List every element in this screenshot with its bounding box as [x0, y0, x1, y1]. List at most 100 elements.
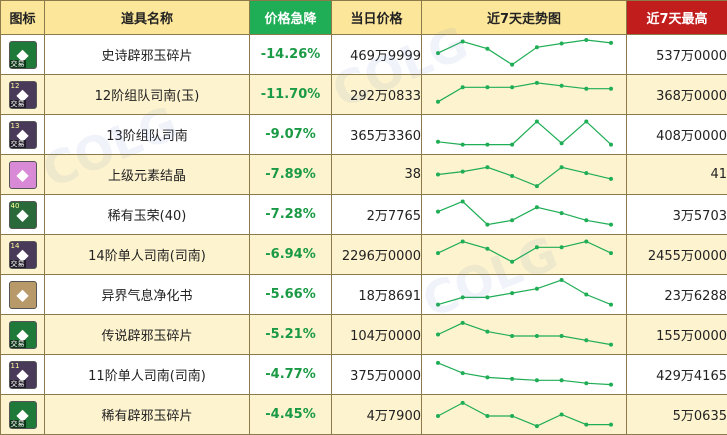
price-drop-value: -5.66%	[250, 275, 332, 315]
jade-glory-icon: ◆40	[9, 201, 37, 229]
item-name[interactable]: 稀有辟邪玉碎片	[45, 395, 250, 435]
trend-point	[609, 251, 613, 255]
trend-point	[510, 85, 514, 89]
trend-point	[510, 63, 514, 67]
seven-day-max-value: 3万5703	[627, 195, 727, 235]
trend-point	[609, 343, 613, 347]
item-name[interactable]: 史诗辟邪玉碎片	[45, 35, 250, 75]
trend-point	[609, 223, 613, 227]
trade-badge: 交易	[10, 420, 26, 428]
trend-chart-cell	[422, 235, 627, 275]
trend-point	[584, 87, 588, 91]
trend-point	[535, 81, 539, 85]
trend-point	[560, 42, 564, 46]
trend-point	[485, 47, 489, 51]
trend-point	[510, 377, 514, 381]
trend-chart-cell	[422, 315, 627, 355]
trend-sparkline	[422, 275, 627, 314]
trend-sparkline	[422, 355, 627, 394]
daily-price-value: 104万0000	[332, 315, 422, 355]
trend-point	[461, 371, 465, 375]
item-name[interactable]: 14阶单人司南(司南)	[45, 235, 250, 275]
item-name[interactable]: 上级元素结晶	[45, 155, 250, 195]
trend-point	[560, 413, 564, 417]
trend-point	[485, 295, 489, 299]
trend-point	[510, 291, 514, 295]
trend-point	[560, 211, 564, 215]
trend-point	[485, 375, 489, 379]
seven-day-max-value: 2455万0000	[627, 235, 727, 275]
trend-point	[584, 423, 588, 427]
trend-chart-cell	[422, 195, 627, 235]
item-name[interactable]: 12阶组队司南(玉)	[45, 75, 250, 115]
trend-point	[436, 333, 440, 337]
trend-point	[510, 218, 514, 222]
trend-point	[560, 245, 564, 249]
item-name[interactable]: 稀有玉荣(40)	[45, 195, 250, 235]
trend-sparkline	[422, 395, 627, 434]
header-item-name: 道具名称	[45, 1, 250, 35]
trend-sparkline	[422, 195, 627, 234]
header-daily-price: 当日价格	[332, 1, 422, 35]
trend-point	[560, 141, 564, 145]
trend-sparkline	[422, 235, 627, 274]
trend-point	[584, 120, 588, 124]
trend-line	[438, 242, 611, 262]
trend-point	[535, 205, 539, 209]
trend-point	[560, 278, 564, 282]
trend-point	[609, 423, 613, 427]
trend-point	[584, 218, 588, 222]
trend-chart-cell	[422, 155, 627, 195]
trend-point	[535, 184, 539, 188]
purification-book-icon: ◆	[9, 281, 37, 309]
trade-badge: 交易	[10, 60, 26, 68]
item-name[interactable]: 传说辟邪玉碎片	[45, 315, 250, 355]
header-price-drop[interactable]: 价格急降	[250, 1, 332, 35]
trend-line	[438, 40, 611, 65]
trend-point	[510, 334, 514, 338]
daily-price-value: 2296万0000	[332, 235, 422, 275]
trend-point	[510, 260, 514, 264]
trend-sparkline	[422, 315, 627, 354]
trend-point	[535, 287, 539, 291]
trend-point	[461, 40, 465, 44]
item-name[interactable]: 13阶组队司南	[45, 115, 250, 155]
daily-price-value: 469万9999	[332, 35, 422, 75]
trend-point	[436, 140, 440, 144]
trend-point	[609, 87, 613, 91]
jade-fragment-icon: ◆交易	[9, 41, 37, 69]
trend-point	[510, 174, 514, 178]
trend-point	[485, 143, 489, 147]
trend-chart-cell	[422, 395, 627, 435]
trend-point	[560, 334, 564, 338]
item-name[interactable]: 11阶单人司南(司南)	[45, 355, 250, 395]
trend-chart-cell	[422, 35, 627, 75]
daily-price-value: 375万0000	[332, 355, 422, 395]
trend-point	[584, 240, 588, 244]
trend-point	[436, 210, 440, 214]
item-name[interactable]: 异界气息净化书	[45, 275, 250, 315]
item-icon-cell: ◆40	[1, 195, 45, 235]
seven-day-max-value: 537万0000	[627, 35, 727, 75]
trend-point	[461, 240, 465, 244]
seven-day-max-value: 155万0000	[627, 315, 727, 355]
price-drop-value: -11.70%	[250, 75, 332, 115]
trend-chart-cell	[422, 75, 627, 115]
trend-point	[535, 424, 539, 428]
trend-sparkline	[422, 155, 627, 194]
